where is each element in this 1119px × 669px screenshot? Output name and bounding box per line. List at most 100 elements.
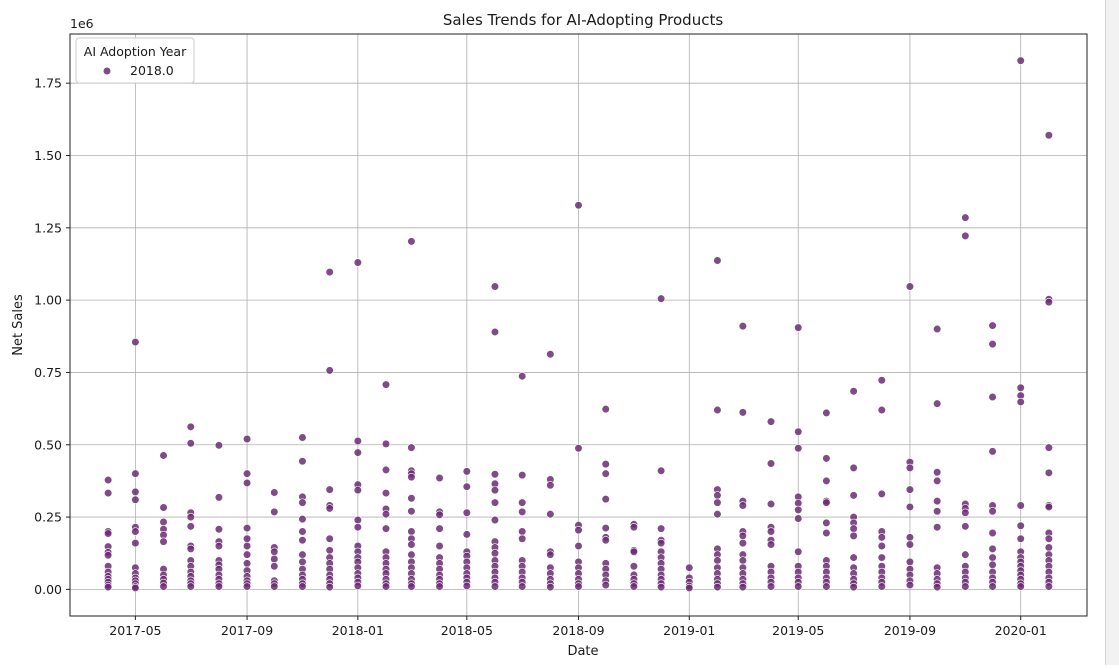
data-point (159, 451, 168, 460)
data-point (381, 380, 391, 389)
data-point (629, 523, 638, 532)
data-point (1044, 543, 1053, 552)
data-point (462, 508, 471, 517)
data-point (629, 582, 638, 591)
data-point (849, 463, 858, 472)
data-point (961, 508, 970, 517)
data-point (270, 488, 279, 497)
data-point (270, 547, 279, 556)
data-point (462, 530, 471, 539)
y-tick-label: 1.00 (34, 293, 62, 308)
data-point (104, 529, 113, 538)
data-point (298, 536, 307, 545)
data-point (933, 324, 942, 334)
data-point (988, 560, 997, 569)
data-point (961, 213, 970, 222)
data-point (1016, 397, 1025, 407)
data-point (961, 550, 970, 559)
data-point (713, 556, 722, 565)
data-point (214, 541, 224, 551)
data-point (298, 433, 307, 442)
data-point (242, 478, 252, 488)
data-point (933, 476, 942, 486)
data-point (713, 491, 722, 500)
data-point (186, 512, 195, 522)
data-point (713, 498, 722, 507)
data-point (518, 507, 527, 516)
data-point (381, 439, 391, 448)
data-point (905, 540, 915, 549)
data-point (242, 534, 252, 543)
data-point (325, 485, 334, 494)
data-point (353, 515, 362, 525)
data-point (353, 448, 362, 457)
data-point (822, 454, 831, 463)
data-point (822, 528, 831, 538)
data-point (794, 514, 803, 523)
y-tick-label: 0.50 (34, 437, 62, 452)
data-point (1044, 443, 1053, 452)
data-point (738, 501, 747, 510)
data-point (546, 510, 555, 519)
data-point (325, 534, 334, 543)
data-point (242, 559, 252, 568)
data-point (131, 469, 140, 478)
data-point (435, 524, 444, 533)
data-point (407, 473, 416, 482)
data-point (407, 550, 416, 559)
data-point (1044, 534, 1053, 543)
data-point (794, 444, 803, 453)
data-point (877, 405, 886, 415)
data-point (546, 582, 555, 592)
data-point (849, 553, 858, 562)
data-point (988, 392, 997, 402)
window-scroll-edge (1105, 0, 1119, 665)
data-point (381, 524, 391, 533)
data-point (270, 554, 279, 564)
data-point (738, 539, 747, 548)
data-point (353, 581, 362, 591)
data-point (104, 475, 113, 485)
data-point (766, 527, 776, 536)
data-point (325, 504, 334, 513)
data-point (822, 582, 831, 591)
data-point (518, 582, 527, 591)
data-point (298, 514, 307, 524)
data-point (657, 466, 666, 475)
data-point (131, 337, 140, 347)
data-point (574, 444, 583, 453)
data-point (298, 527, 307, 536)
data-point (601, 580, 610, 590)
data-point (407, 582, 416, 591)
data-point (1044, 582, 1053, 591)
data-point (766, 499, 776, 509)
data-point (738, 408, 747, 417)
data-point (1044, 131, 1053, 140)
data-point (214, 493, 224, 502)
data-point (1016, 56, 1025, 65)
data-point (242, 469, 252, 478)
data-point (242, 541, 252, 551)
data-point (849, 531, 858, 540)
data-point (518, 534, 527, 543)
data-point (131, 539, 140, 548)
x-tick-label: 2018-01 (332, 623, 384, 638)
data-point (933, 582, 942, 592)
data-point (988, 544, 997, 553)
x-tick-label: 2017-05 (109, 623, 161, 638)
data-point (546, 481, 555, 490)
data-point (381, 510, 391, 519)
data-point (822, 518, 831, 527)
data-point (713, 256, 722, 265)
data-point (933, 507, 942, 516)
data-point (933, 468, 942, 477)
data-point (905, 580, 915, 590)
data-point (298, 557, 307, 567)
data-point (325, 582, 334, 592)
data-point (298, 457, 307, 466)
points-layer (104, 56, 1053, 593)
data-point (988, 528, 997, 538)
data-point (159, 503, 168, 512)
data-point (657, 582, 666, 592)
ticks-layer: 2017-05 2017-09 2018-01 2018-05 2018-09 2019-… (34, 76, 1047, 638)
